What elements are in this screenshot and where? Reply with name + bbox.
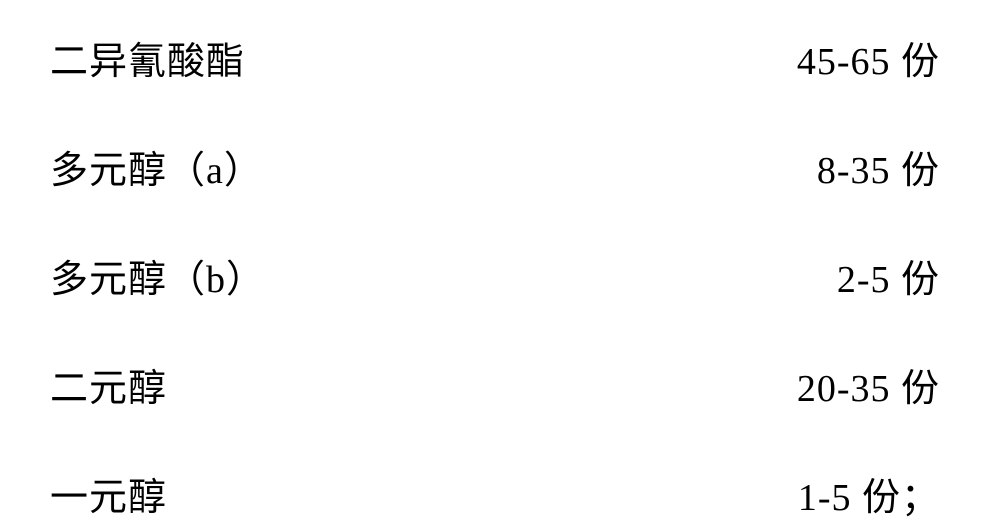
list-item: 多元醇（a） 8-35 份 xyxy=(50,139,940,194)
ingredient-list: 二异氰酸酯 45-65 份 多元醇（a） 8-35 份 多元醇（b） 2-5 份… xyxy=(0,0,1000,516)
ingredient-label: 一元醇 xyxy=(50,466,167,521)
list-item: 二元醇 20-35 份 xyxy=(50,357,940,412)
ingredient-label: 多元醇（a） xyxy=(50,139,263,194)
ingredient-value: 45-65 份 xyxy=(797,30,940,85)
list-item: 多元醇（b） 2-5 份 xyxy=(50,248,940,303)
ingredient-value: 1-5 份； xyxy=(798,466,940,521)
ingredient-label: 多元醇（b） xyxy=(50,248,265,303)
ingredient-value: 20-35 份 xyxy=(797,357,940,412)
list-item: 二异氰酸酯 45-65 份 xyxy=(50,30,940,85)
ingredient-label: 二元醇 xyxy=(50,357,167,412)
list-item: 一元醇 1-5 份； xyxy=(50,466,940,521)
ingredient-value: 2-5 份 xyxy=(837,248,940,303)
ingredient-label: 二异氰酸酯 xyxy=(50,30,245,85)
ingredient-value: 8-35 份 xyxy=(817,139,940,194)
